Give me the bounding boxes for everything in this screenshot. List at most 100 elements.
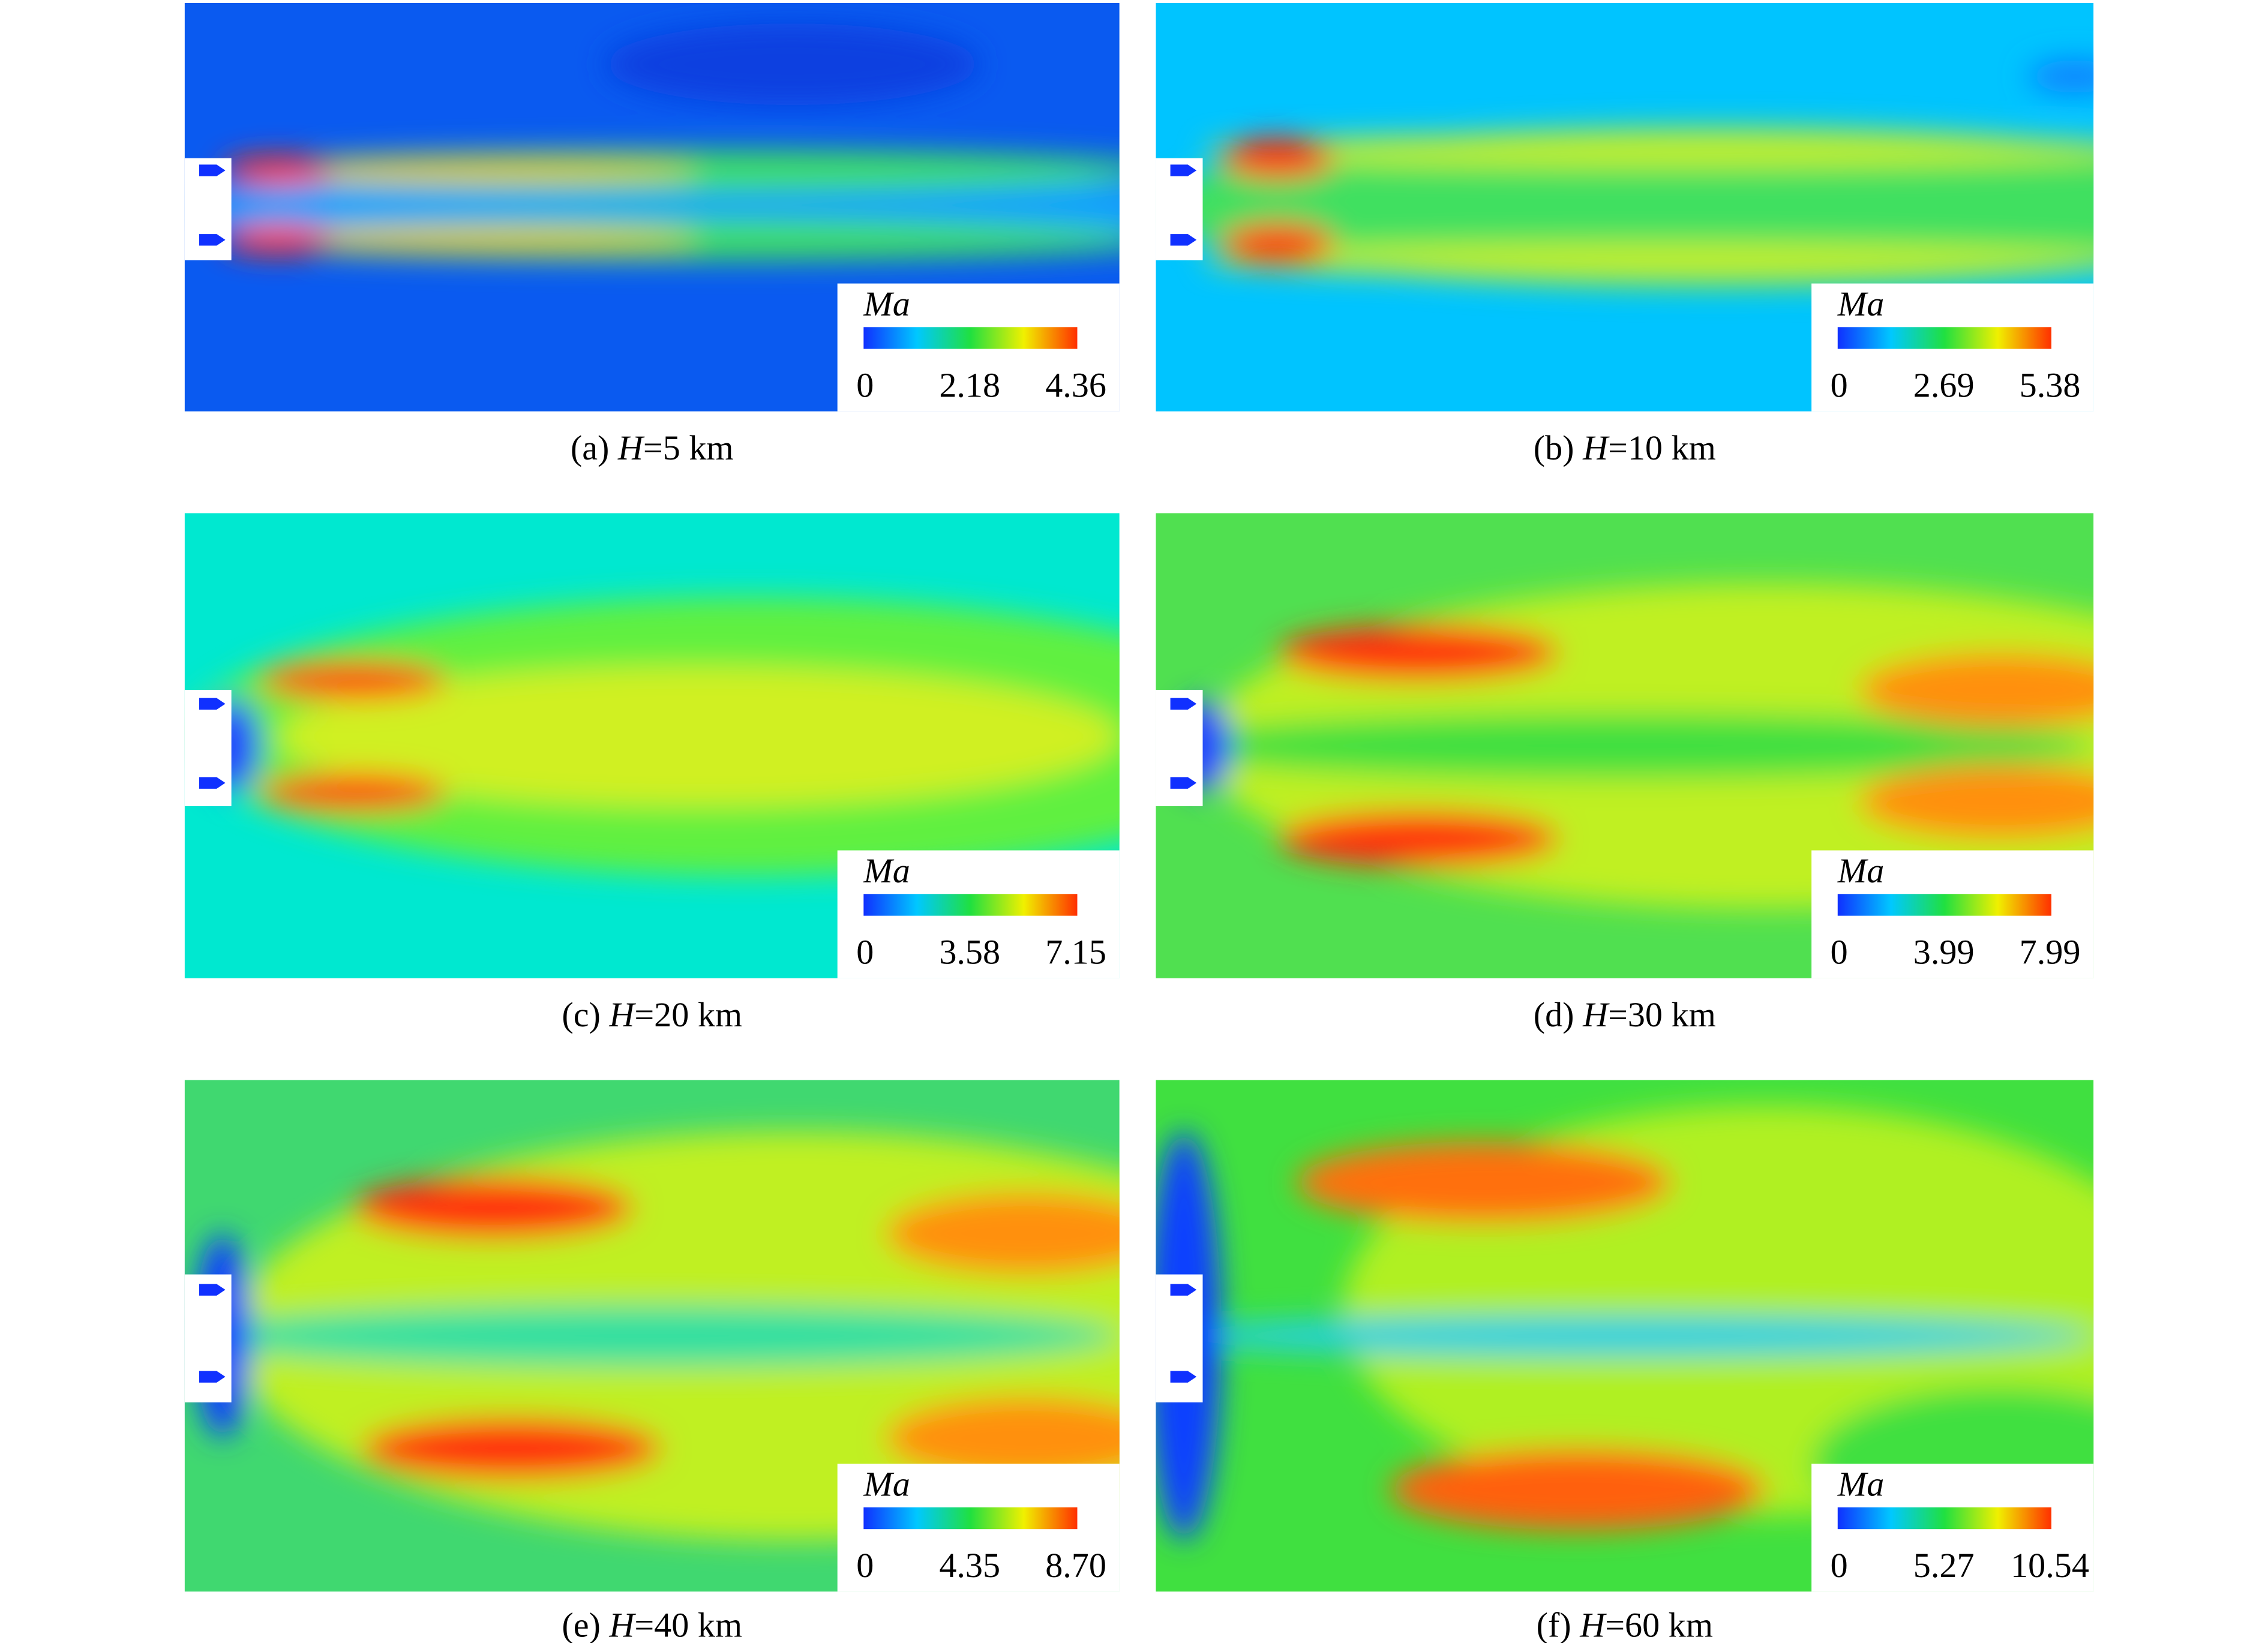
flow-region: [222, 156, 335, 185]
flow-region: [1202, 244, 2094, 277]
colorbar-tick-label: 3.99: [1913, 933, 1975, 972]
flow-region: [1859, 764, 2094, 839]
contour-field: [184, 513, 1120, 978]
legend-title: Ma: [1837, 284, 1885, 323]
flow-region: [259, 773, 446, 811]
caption: (a) H=5 km: [571, 428, 734, 467]
nozzle: [199, 234, 226, 246]
panel: Ma 0 2.18 4.36 (a) H=5 km: [184, 2, 1120, 467]
caption-rest: =60 km: [1605, 1605, 1713, 1643]
flow-region: [886, 1397, 1120, 1479]
panel: Ma 0 4.35 8.70 (e) H=40 km: [184, 1080, 1120, 1643]
nozzle: [199, 777, 226, 789]
caption-rest: =20 km: [634, 995, 742, 1034]
colorbar-tick-label: 0: [856, 933, 874, 972]
flow-region: [1296, 1141, 1672, 1224]
contour-field: [1156, 513, 2094, 978]
panel: Ma 0 5.27 10.54 (f) H=60 km: [1156, 1080, 2094, 1643]
field-blobs: [1156, 582, 2094, 909]
colorbar: [863, 327, 1078, 349]
nozzle: [199, 1371, 226, 1383]
contour-field: [184, 2, 1120, 411]
legend-title: Ma: [863, 284, 910, 323]
caption-label: (c): [562, 995, 601, 1034]
colorbar: [1837, 1507, 2051, 1530]
colorbar: [863, 1507, 1078, 1530]
caption-label: (e): [562, 1605, 601, 1643]
caption-variable: H: [1582, 995, 1610, 1034]
colorbar-tick-label: 10.54: [2011, 1546, 2089, 1585]
colorbar-tick-label: 3.58: [939, 933, 1000, 972]
caption-rest: =10 km: [1608, 428, 1716, 467]
flow-region: [278, 666, 1120, 806]
flow-region: [886, 1193, 1120, 1275]
flow-region: [184, 1305, 1120, 1367]
caption: (f) H=60 km: [1537, 1605, 1713, 1643]
caption-variable: H: [1579, 1605, 1607, 1643]
colorbar-tick-label: 4.35: [939, 1546, 1000, 1585]
colorbar-tick-label: 2.18: [939, 366, 1000, 405]
nozzle: [1170, 1284, 1197, 1296]
flow-region: [353, 1177, 634, 1239]
flow-region: [1156, 1315, 2094, 1357]
contour-field: [1156, 1080, 2094, 1592]
flow-region: [2027, 60, 2094, 93]
flow-region: [1390, 1448, 1766, 1531]
nozzle: [199, 1284, 226, 1296]
nozzle: [1170, 698, 1197, 710]
colorbar-tick-label: 5.38: [2020, 366, 2081, 405]
legend-title: Ma: [1837, 851, 1885, 890]
nozzle: [1170, 777, 1197, 789]
caption-label: (d): [1534, 995, 1574, 1034]
field-blobs: [184, 23, 1120, 260]
colorbar-tick-label: 0: [1831, 1546, 1848, 1585]
colorbar-tick-label: 7.99: [2020, 933, 2081, 972]
caption-variable: H: [608, 995, 636, 1034]
field-blobs: [185, 597, 1120, 876]
nozzle: [199, 164, 226, 176]
caption: (e) H=40 km: [562, 1605, 742, 1643]
colorbar-tick-label: 4.36: [1045, 366, 1106, 405]
caption: (c) H=20 km: [562, 995, 742, 1034]
flow-region: [231, 229, 699, 250]
colorbar: [863, 894, 1078, 916]
panel: Ma 0 2.69 5.38 (b) H=10 km: [1156, 2, 2094, 467]
caption-rest: =30 km: [1608, 995, 1716, 1034]
panel: Ma 0 3.58 7.15 (c) H=20 km: [184, 513, 1120, 1034]
colorbar-tick-label: 0: [856, 366, 874, 405]
field-blobs: [1156, 60, 2094, 289]
nozzle: [1170, 1371, 1197, 1383]
legend-title: Ma: [1837, 1464, 1885, 1503]
colorbar: [1837, 327, 2051, 349]
colorbar-tick-label: 0: [1831, 933, 1848, 972]
caption: (b) H=10 km: [1534, 428, 1716, 467]
caption-rest: =40 km: [634, 1605, 742, 1643]
colorbar-tick-label: 0: [856, 1546, 874, 1585]
flow-region: [362, 1417, 662, 1479]
caption-variable: H: [608, 1605, 636, 1643]
caption-label: (f): [1537, 1605, 1571, 1643]
nozzle: [1170, 234, 1197, 246]
flow-region: [1277, 624, 1559, 681]
colorbar-tick-label: 8.70: [1045, 1546, 1106, 1585]
flow-region: [605, 23, 980, 106]
flow-region: [259, 662, 446, 699]
caption-label: (a): [571, 428, 610, 467]
flow-region: [1202, 133, 2094, 167]
field-blobs: [184, 1131, 1120, 1540]
flow-region: [231, 160, 699, 181]
flow-region: [222, 226, 335, 254]
panel: Ma 0 3.99 7.99 (d) H=30 km: [1156, 513, 2094, 1034]
caption: (d) H=30 km: [1534, 995, 1716, 1034]
flow-region: [1221, 223, 1334, 265]
flow-region: [1221, 137, 1334, 179]
colorbar-tick-label: 2.69: [1913, 366, 1975, 405]
caption-variable: H: [1582, 428, 1610, 467]
legend-title: Ma: [863, 1464, 910, 1503]
colorbar-tick-label: 0: [1831, 366, 1848, 405]
colorbar-tick-label: 7.15: [1045, 933, 1106, 972]
contour-field: [1156, 2, 2094, 411]
colorbar: [1837, 894, 2051, 916]
flow-region: [1156, 713, 2094, 779]
